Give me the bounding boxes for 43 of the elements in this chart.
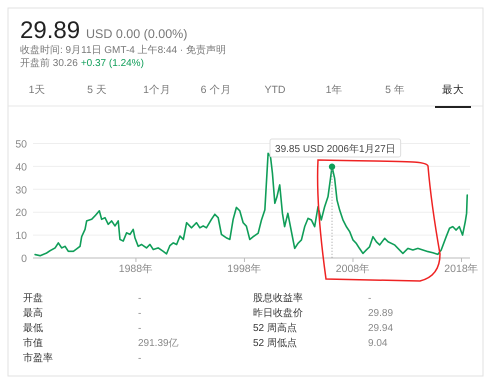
text: 1个月 xyxy=(143,84,171,96)
text: - xyxy=(138,353,142,364)
y-tick-label: 10 xyxy=(15,230,28,242)
y-tick-label: 30 xyxy=(15,184,28,196)
y-tick-label: 40 xyxy=(15,161,28,174)
x-tick-label: 2008年 xyxy=(336,263,370,275)
y-tick-label: 0 xyxy=(21,253,28,265)
x-tick-label: 1998年 xyxy=(227,263,262,275)
text: 5 天 xyxy=(87,84,107,96)
text: 29.89 xyxy=(368,308,394,319)
chart-subtitle: USD 0.00 (0.00%) xyxy=(86,27,188,41)
text: 市值 xyxy=(23,337,43,349)
text: 29.94 xyxy=(368,323,394,334)
y-tick-label: 50 xyxy=(15,138,28,150)
text: 收盘时间: 9月11日 GMT-4 上午8:44 · 免责声明 xyxy=(20,44,226,56)
text: 最低 xyxy=(23,323,43,334)
text: - xyxy=(138,323,142,334)
text: 291.39亿 xyxy=(138,338,179,349)
x-tick-label: 1988年 xyxy=(118,263,154,275)
text: 市盈率 xyxy=(23,352,53,364)
text: 股息收益率 xyxy=(253,292,303,304)
annotation: 39.85 USD 2006年1月27日 xyxy=(275,143,396,155)
text: 9.04 xyxy=(368,338,388,349)
text: 52 周高点 xyxy=(253,322,297,334)
text: 1年 xyxy=(326,84,342,96)
text: 开盘前 30.26 xyxy=(20,57,78,69)
text: 52 周低点 xyxy=(253,337,297,349)
y-tick-label: 20 xyxy=(15,207,28,220)
text: - xyxy=(138,293,142,304)
text: YTD xyxy=(264,84,286,96)
text: 开盘 xyxy=(23,292,43,304)
text: 29.89 xyxy=(20,17,80,44)
text: - xyxy=(368,293,372,304)
text: - xyxy=(138,308,142,319)
text: 6 个月 xyxy=(200,84,232,96)
line-series xyxy=(34,152,468,257)
text: 1天 xyxy=(28,84,46,96)
text: 5 年 xyxy=(385,84,405,96)
text: 最大 xyxy=(442,83,464,96)
text: 最高 xyxy=(23,307,43,319)
text: 昨日收盘价 xyxy=(253,307,303,319)
x-tick-label: 2018年 xyxy=(444,263,479,275)
text: +0.37 (1.24%) xyxy=(80,58,144,69)
